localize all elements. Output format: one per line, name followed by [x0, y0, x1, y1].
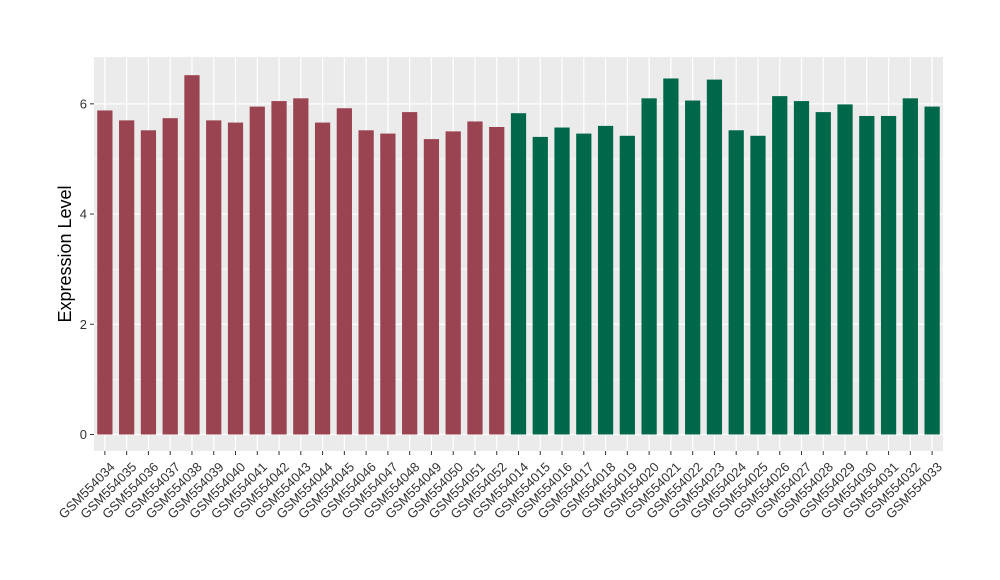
bar-GSM554052 [489, 126, 505, 435]
bar-GSM554034 [97, 110, 113, 435]
bar-GSM554017 [576, 133, 592, 435]
bar-GSM554025 [750, 135, 766, 435]
x-axis: GSM554034GSM554035GSM554036GSM554037GSM5… [56, 451, 945, 522]
bar-GSM554043 [293, 98, 309, 435]
bar-GSM554027 [793, 101, 810, 435]
bar-GSM554015 [532, 136, 548, 435]
bar-GSM554049 [423, 139, 440, 435]
bar-GSM554047 [380, 133, 396, 435]
bar-GSM554028 [815, 112, 831, 435]
bar-GSM554040 [227, 122, 244, 435]
bar-GSM554016 [554, 127, 570, 435]
bar-GSM554042 [271, 101, 287, 435]
y-tick-label: 2 [80, 317, 87, 332]
bar-GSM554048 [402, 112, 418, 435]
bar-GSM554029 [837, 104, 853, 435]
bar-GSM554030 [859, 115, 875, 435]
y-tick-label: 4 [80, 207, 87, 222]
bar-GSM554031 [880, 115, 897, 435]
bar-GSM554024 [728, 130, 744, 435]
bar-GSM554035 [119, 120, 135, 435]
y-tick-label: 6 [80, 96, 87, 111]
bar-GSM554045 [336, 108, 352, 435]
bar-GSM554038 [184, 75, 200, 435]
bar-GSM554051 [467, 121, 483, 435]
bar-GSM554037 [162, 118, 178, 435]
y-axis-title: Expression Level [55, 185, 75, 322]
bar-GSM554046 [358, 130, 374, 435]
bar-GSM554039 [206, 120, 222, 435]
y-axis: 0 2 4 6 [80, 96, 94, 442]
bar-GSM554014 [510, 113, 527, 435]
bar-GSM554021 [663, 78, 679, 435]
bar-GSM554020 [641, 98, 657, 435]
bar-GSM554032 [902, 98, 918, 435]
bar-GSM554044 [314, 122, 331, 435]
y-tick-label: 0 [80, 427, 87, 442]
bar-GSM554026 [772, 96, 788, 435]
bar-GSM554036 [140, 130, 157, 435]
bar-GSM554023 [706, 79, 723, 435]
bar-GSM554018 [597, 125, 614, 435]
bar-GSM554022 [685, 100, 701, 435]
bar-GSM554050 [445, 131, 461, 435]
bars [97, 75, 940, 435]
bar-GSM554019 [619, 135, 635, 435]
bar-GSM554041 [249, 106, 265, 435]
bar-GSM554033 [924, 106, 940, 435]
